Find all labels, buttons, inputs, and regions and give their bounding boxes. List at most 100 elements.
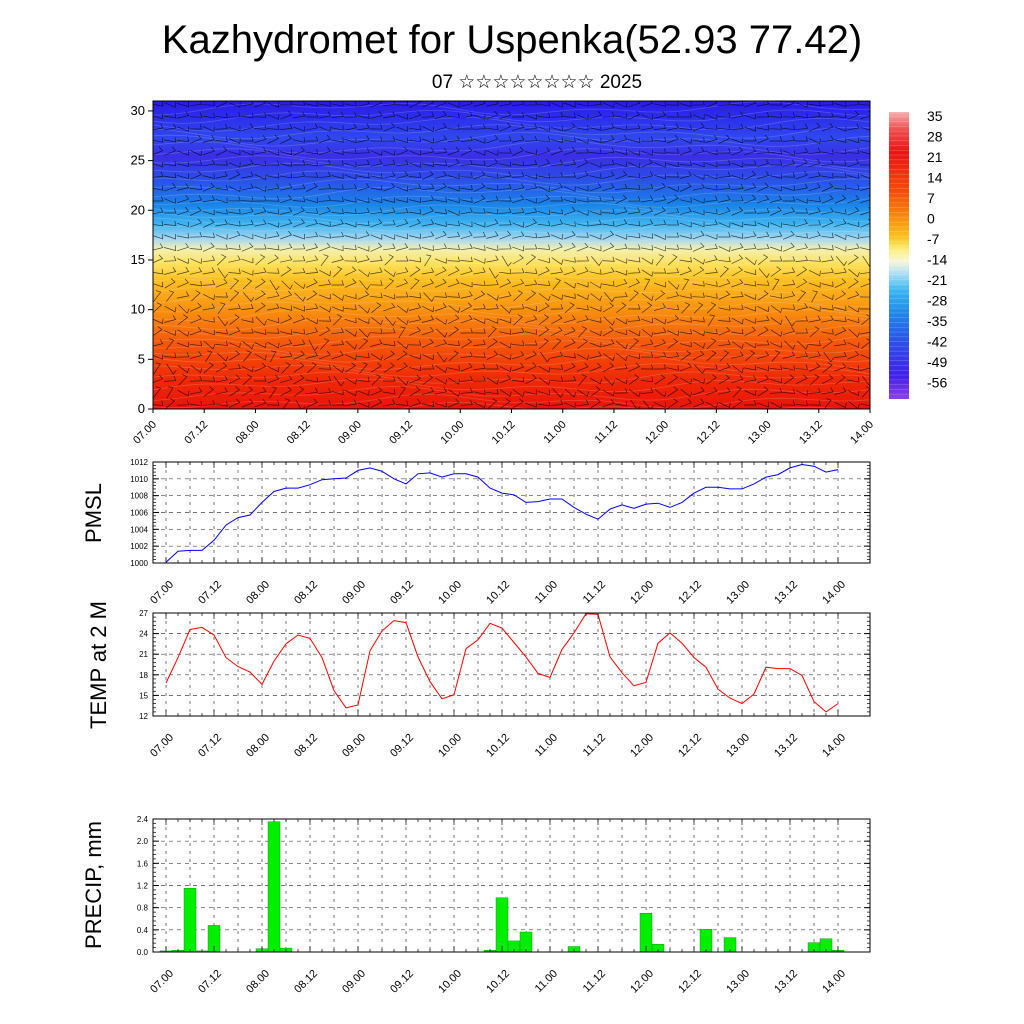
wind-barb xyxy=(782,267,796,275)
wind-barb xyxy=(318,350,331,360)
wind-barb xyxy=(679,124,692,130)
wind-barb xyxy=(333,314,343,326)
wind-barb xyxy=(267,374,280,384)
wind-barb xyxy=(408,340,422,346)
pmsl-ylabel: PMSL xyxy=(81,483,106,543)
wind-barb xyxy=(641,158,653,168)
contour-line xyxy=(153,155,870,170)
y-tick-label: 15 xyxy=(139,691,148,700)
wind-barb xyxy=(628,137,641,143)
wind-barb xyxy=(280,305,293,311)
x-tick-label: 09.00 xyxy=(336,419,364,447)
wind-barb xyxy=(640,387,654,394)
wind-barb xyxy=(834,172,847,178)
wind-barb xyxy=(654,374,666,385)
wind-barb xyxy=(808,362,821,372)
wind-barb xyxy=(666,123,680,131)
wind-barb xyxy=(266,160,280,166)
wind-barb xyxy=(654,402,667,408)
wind-barb xyxy=(487,338,498,349)
wind-barb xyxy=(524,329,538,335)
x-tick-label: 12.12 xyxy=(676,968,704,996)
wind-barb xyxy=(666,232,680,238)
temp-grid xyxy=(153,612,870,717)
wind-barb xyxy=(163,220,177,226)
wind-barb xyxy=(653,123,667,130)
wind-barb xyxy=(770,317,783,325)
wind-barb xyxy=(396,278,409,288)
wind-barb xyxy=(318,171,332,179)
wind-barb xyxy=(421,138,434,144)
colorbar-label: 0 xyxy=(927,211,935,227)
wind-barb xyxy=(254,101,267,108)
wind-barb xyxy=(835,374,846,385)
wind-barb xyxy=(563,352,576,359)
wind-barb xyxy=(512,123,525,131)
wind-barb xyxy=(460,399,473,406)
y-tick-label: 1.6 xyxy=(137,859,149,868)
wind-barb xyxy=(718,160,731,166)
wind-barb xyxy=(744,170,757,180)
wind-barb xyxy=(641,302,653,313)
wind-barb xyxy=(434,230,447,240)
contour-line xyxy=(153,255,870,271)
wind-barb xyxy=(525,114,538,120)
contour-line xyxy=(153,333,870,348)
y-tick-label: 0.4 xyxy=(137,926,149,935)
wind-barb xyxy=(808,111,821,118)
wind-barb xyxy=(602,102,615,108)
wind-barb xyxy=(473,402,486,409)
wind-barb xyxy=(280,230,293,240)
wind-barb xyxy=(318,183,332,190)
wind-barb xyxy=(809,374,820,386)
wind-barb xyxy=(821,304,834,311)
wind-barb xyxy=(344,233,357,239)
wind-barb xyxy=(460,111,473,119)
wind-barb xyxy=(628,389,641,398)
wind-barb xyxy=(202,317,215,323)
wind-barb xyxy=(731,195,744,202)
wind-barb xyxy=(705,195,718,202)
wind-barb xyxy=(550,234,563,240)
wind-barb xyxy=(615,113,628,119)
wind-barb xyxy=(228,268,241,274)
wind-barb xyxy=(344,222,357,228)
wind-barb xyxy=(281,280,293,290)
wind-barb xyxy=(692,174,705,180)
wind-barb xyxy=(821,101,834,106)
wind-barb xyxy=(306,317,319,325)
wind-barb xyxy=(604,292,615,303)
wind-barb xyxy=(797,290,807,302)
wind-barb xyxy=(563,159,577,167)
contour-line xyxy=(153,393,870,409)
wind-barb xyxy=(576,185,589,192)
wind-barb xyxy=(769,256,783,262)
wind-barb xyxy=(640,183,654,190)
wind-barb xyxy=(860,354,870,360)
y-tick-label: 1000 xyxy=(130,559,148,568)
wind-barb xyxy=(512,398,524,409)
wind-barb xyxy=(769,245,782,252)
precip-panel: 0.00.40.81.21.62.02.407.00 07.12 08.00 08.1… xyxy=(81,815,871,996)
wind-barb xyxy=(847,278,859,289)
wind-barb xyxy=(834,148,847,155)
wind-barb xyxy=(640,339,654,347)
wind-barb xyxy=(228,102,241,108)
wind-barb xyxy=(165,398,176,409)
contour-line xyxy=(153,170,870,186)
wind-barb xyxy=(860,327,870,335)
wind-barb xyxy=(823,351,834,363)
wind-barb xyxy=(473,138,486,144)
wind-barb xyxy=(318,126,331,132)
wind-barb xyxy=(615,388,628,394)
wind-barb xyxy=(795,255,809,262)
wind-barb xyxy=(331,137,344,143)
wind-barb xyxy=(537,231,551,238)
wind-barb xyxy=(163,160,177,167)
wind-barb xyxy=(189,160,203,166)
wind-barb xyxy=(202,126,215,133)
wind-barb xyxy=(550,399,564,406)
wind-barb xyxy=(279,101,293,106)
wind-barb xyxy=(512,183,525,191)
